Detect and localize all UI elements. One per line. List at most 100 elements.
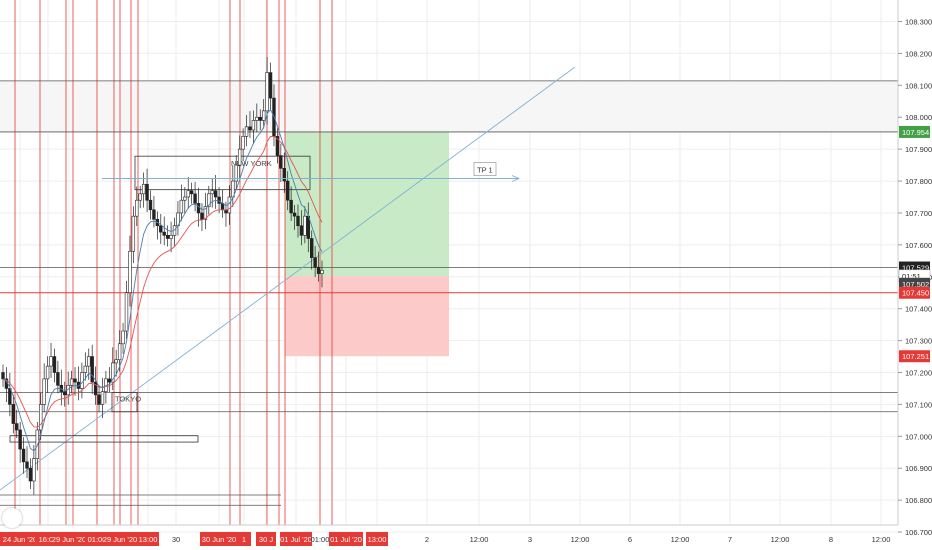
candle-body bbox=[265, 72, 269, 112]
candle-body bbox=[18, 429, 22, 450]
candle-body bbox=[25, 461, 29, 469]
moving-averages bbox=[2, 109, 323, 452]
candle-body bbox=[152, 209, 156, 220]
price-tick-label: 108.000 bbox=[905, 113, 932, 122]
candle-body bbox=[285, 180, 290, 201]
time-tick-label: 01:00 bbox=[311, 535, 330, 544]
candle-body bbox=[258, 116, 262, 121]
time-tick-label: 01:00 bbox=[88, 535, 107, 544]
trendline[interactable] bbox=[0, 66, 576, 491]
session-boxes: NEW YORK TOKYO bbox=[9, 155, 311, 443]
candle-body bbox=[299, 225, 304, 236]
candle-body bbox=[148, 199, 153, 211]
price-tick-label: 107.200 bbox=[905, 369, 932, 378]
candle-body bbox=[11, 404, 15, 424]
price-tick-label: 106.900 bbox=[905, 464, 932, 473]
position-zones bbox=[0, 80, 898, 357]
time-tick-label: 24 Jun '20 bbox=[3, 535, 37, 544]
candle-body bbox=[87, 356, 91, 367]
time-highlight bbox=[280, 532, 312, 546]
candle-body bbox=[217, 196, 221, 204]
time-highlight bbox=[0, 532, 40, 546]
candle-body bbox=[100, 391, 105, 405]
candle-body bbox=[39, 404, 43, 431]
ema-fast-line bbox=[2, 109, 323, 452]
candle-body bbox=[289, 199, 293, 214]
price-tick-label: 107.100 bbox=[905, 400, 932, 409]
candle-body bbox=[169, 235, 173, 239]
price-tick-label: 106.700 bbox=[905, 528, 932, 537]
price-tag-label: 107.954 bbox=[902, 128, 929, 137]
candle-body bbox=[93, 381, 98, 396]
candle-body bbox=[121, 330, 125, 345]
tradingview-logo[interactable] bbox=[2, 508, 22, 528]
tp-label-box bbox=[473, 162, 497, 176]
resistance-zone bbox=[0, 80, 898, 132]
session-vertical-lines bbox=[14, 0, 333, 525]
time-tick-label: 01 Jul '20 bbox=[330, 535, 362, 544]
candle-body bbox=[107, 378, 112, 383]
candle-body bbox=[165, 235, 170, 239]
candle-body bbox=[316, 266, 321, 274]
tp-arrowhead bbox=[511, 175, 521, 182]
candle-body bbox=[138, 193, 142, 201]
price-tick-label: 108.300 bbox=[905, 18, 932, 27]
time-tick-label: 6 bbox=[628, 535, 632, 544]
time-tick-label: 12:00 bbox=[470, 535, 489, 544]
candle-body bbox=[1, 372, 5, 380]
time-highlight bbox=[237, 532, 251, 546]
tp-arrow[interactable]: TP 1 bbox=[102, 162, 521, 182]
session-box bbox=[111, 392, 138, 413]
time-tick-label: 12:00 bbox=[671, 535, 690, 544]
time-highlight bbox=[103, 532, 137, 546]
price-tag-label: 01:51 bbox=[902, 272, 921, 281]
loss-zone bbox=[285, 276, 449, 357]
candle-body bbox=[135, 199, 139, 217]
time-tick-label: 30 Jun '20 bbox=[202, 535, 236, 544]
candle-body bbox=[69, 378, 74, 386]
candle-body bbox=[28, 467, 33, 482]
price-tag-label: 107.450 bbox=[902, 289, 929, 298]
candle-body bbox=[183, 196, 187, 201]
candle-body bbox=[189, 190, 194, 195]
candle-body bbox=[162, 231, 166, 236]
time-highlight bbox=[52, 532, 86, 546]
candle-body bbox=[200, 212, 204, 220]
candle-body bbox=[193, 193, 197, 204]
candle-body bbox=[49, 356, 53, 367]
price-tag-label: 107.502 bbox=[902, 280, 929, 289]
time-tick-label: 30 J bbox=[259, 535, 273, 544]
candle-body bbox=[303, 215, 307, 236]
time-tick-label: 1 bbox=[242, 535, 246, 544]
time-tick-label: 13:00 bbox=[139, 535, 158, 544]
profit-zone bbox=[285, 131, 449, 277]
price-tick-label: 107.400 bbox=[905, 305, 932, 314]
candle-body bbox=[313, 257, 317, 268]
time-tick-label: 8 bbox=[829, 535, 833, 544]
candle-body bbox=[141, 183, 146, 195]
time-tick-label: 3 bbox=[528, 535, 532, 544]
session-box bbox=[9, 435, 199, 443]
candle-body bbox=[179, 199, 184, 214]
price-tag-bg bbox=[899, 350, 930, 363]
candle-body bbox=[203, 206, 208, 220]
candle-body bbox=[80, 372, 84, 389]
price-tag-bg bbox=[899, 286, 930, 299]
candle-body bbox=[114, 359, 118, 364]
price-tick-label: 107.300 bbox=[905, 337, 932, 346]
price-tick-label: 107.900 bbox=[905, 145, 932, 154]
time-tick-label: 12:00 bbox=[571, 535, 590, 544]
candle-body bbox=[15, 423, 19, 431]
trendline-path bbox=[0, 66, 576, 491]
time-tick-label: 16:00 bbox=[39, 535, 58, 544]
time-highlight bbox=[137, 532, 159, 546]
price-tag-bg bbox=[899, 125, 930, 138]
candle-body bbox=[45, 365, 50, 380]
time-highlight bbox=[329, 532, 363, 546]
price-tag-label: 107.529 bbox=[902, 264, 929, 273]
session-box-label: NEW YORK bbox=[231, 159, 272, 168]
candle-body bbox=[261, 110, 266, 121]
